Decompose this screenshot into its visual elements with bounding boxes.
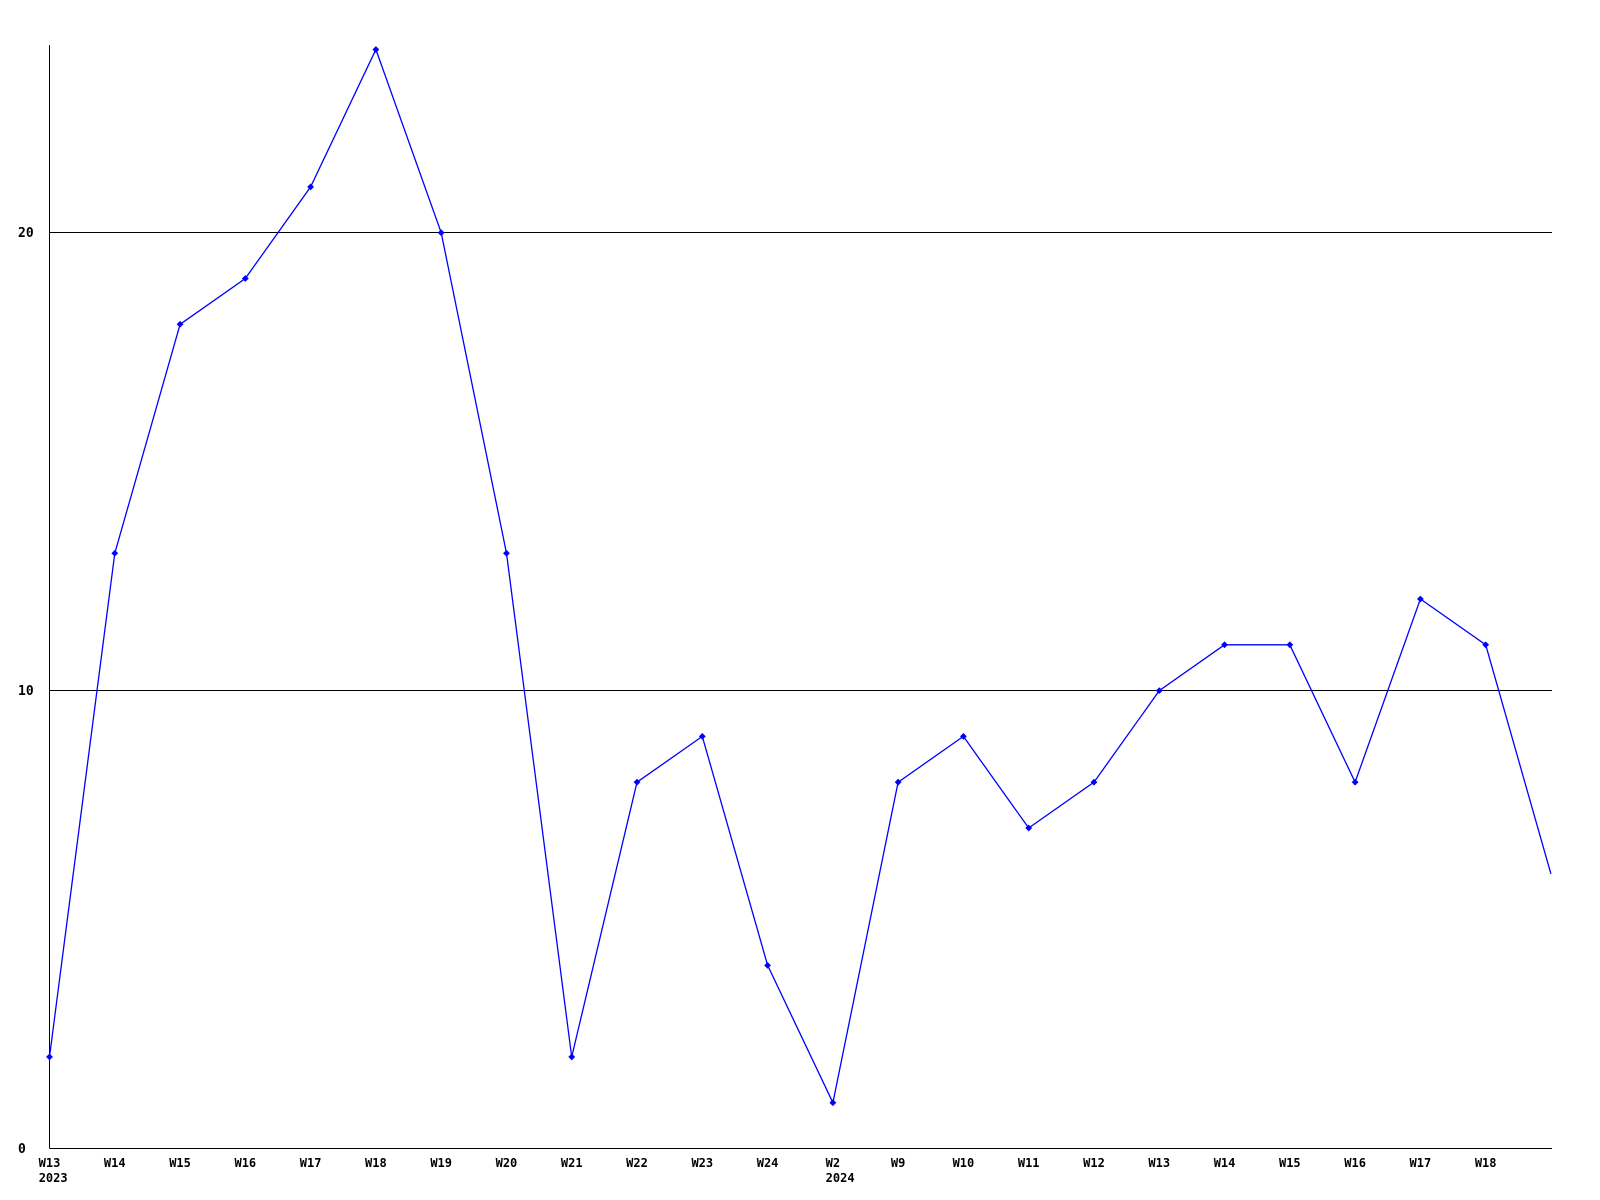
data-point-marker bbox=[568, 1053, 576, 1061]
data-point-marker bbox=[1025, 824, 1033, 832]
x-tick-label: W14 bbox=[104, 1156, 126, 1170]
x-tick-label: W10 bbox=[953, 1156, 975, 1170]
data-point-marker bbox=[503, 549, 510, 557]
data-point-marker bbox=[1155, 687, 1163, 694]
x-year-label: 2023 bbox=[39, 1171, 68, 1185]
data-point-marker bbox=[633, 778, 641, 786]
x-tick-label: W2 bbox=[826, 1156, 840, 1170]
y-tick-label: 0 bbox=[18, 1142, 26, 1157]
x-tick-label: W22 bbox=[626, 1156, 648, 1170]
data-point-marker bbox=[1482, 641, 1490, 649]
data-point-marker bbox=[176, 320, 184, 328]
data-point-marker bbox=[1221, 641, 1228, 649]
x-year-label: 2024 bbox=[826, 1171, 855, 1185]
data-point-marker bbox=[111, 549, 119, 557]
data-point-marker bbox=[764, 961, 771, 969]
x-tick-label: W15 bbox=[1279, 1156, 1301, 1170]
data-point-marker bbox=[437, 229, 445, 237]
x-tick-label: W16 bbox=[234, 1156, 256, 1170]
x-tick-label: W18 bbox=[1475, 1156, 1497, 1170]
x-tick-label: W9 bbox=[891, 1156, 905, 1170]
data-point-marker bbox=[1286, 641, 1294, 649]
x-tick-label: W20 bbox=[496, 1156, 518, 1170]
data-point-marker bbox=[960, 732, 967, 740]
y-tick-label: 20 bbox=[18, 226, 34, 241]
x-tick-label: W17 bbox=[1410, 1156, 1432, 1170]
x-tick-label: W23 bbox=[691, 1156, 713, 1170]
data-point-marker bbox=[307, 183, 315, 191]
x-tick-label: W12 bbox=[1083, 1156, 1105, 1170]
data-point-marker bbox=[46, 1053, 53, 1061]
x-tick-label: W13 bbox=[39, 1156, 61, 1170]
data-point-marker bbox=[1351, 778, 1359, 786]
x-tick-label: W14 bbox=[1214, 1156, 1236, 1170]
data-point-marker bbox=[894, 778, 902, 786]
x-tick-label: W19 bbox=[430, 1156, 452, 1170]
data-line bbox=[48, 47, 1552, 1105]
x-tick-label: W21 bbox=[561, 1156, 583, 1170]
data-point-marker bbox=[241, 275, 249, 282]
data-point-marker bbox=[1090, 778, 1098, 786]
x-tick-label: W18 bbox=[365, 1156, 387, 1170]
x-tick-label: W24 bbox=[757, 1156, 779, 1170]
x-tick-label: W11 bbox=[1018, 1156, 1040, 1170]
x-tick-label: W16 bbox=[1344, 1156, 1366, 1170]
data-point-marker bbox=[698, 732, 706, 740]
x-tick-label: W13 bbox=[1148, 1156, 1170, 1170]
data-point-marker bbox=[372, 46, 380, 53]
data-point-marker bbox=[829, 1099, 837, 1107]
data-point-marker bbox=[1416, 595, 1424, 603]
y-tick-label: 10 bbox=[18, 684, 34, 699]
x-tick-label: W15 bbox=[169, 1156, 191, 1170]
x-tick-label: W17 bbox=[300, 1156, 322, 1170]
